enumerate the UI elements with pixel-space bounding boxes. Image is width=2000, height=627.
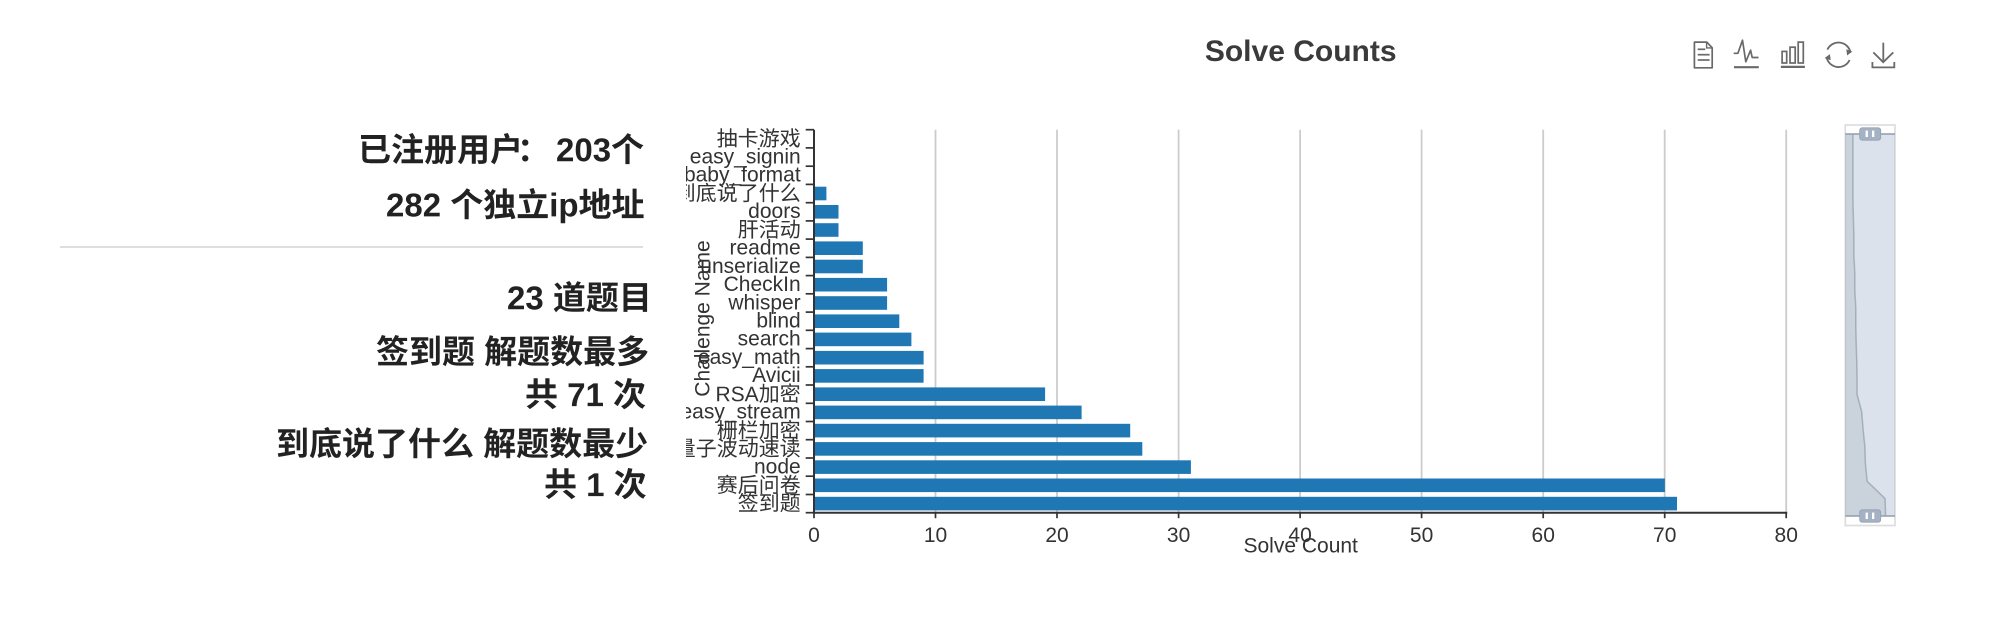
- svg-text:Avicii: Avicii: [752, 364, 801, 387]
- svg-text:Solve Counts: Solve Counts: [1205, 35, 1397, 68]
- svg-text:search: search: [738, 328, 801, 351]
- svg-text:50: 50: [1410, 524, 1433, 547]
- svg-text:0: 0: [808, 524, 820, 547]
- svg-text:70: 70: [1653, 524, 1676, 547]
- svg-text:60: 60: [1532, 524, 1555, 547]
- svg-text:easy_stream: easy_stream: [686, 401, 801, 424]
- svg-text:20: 20: [1045, 524, 1068, 547]
- svg-text:easy_math: easy_math: [698, 346, 801, 369]
- svg-text:CheckIn: CheckIn: [724, 273, 801, 296]
- svg-text:easy_signin: easy_signin: [690, 145, 801, 168]
- svg-text:80: 80: [1775, 524, 1798, 547]
- svg-text:doors: doors: [748, 200, 801, 223]
- svg-text:40: 40: [1288, 524, 1311, 547]
- svg-text:30: 30: [1167, 524, 1190, 547]
- svg-text:baby_format: baby_format: [686, 164, 801, 187]
- svg-text:blind: blind: [756, 310, 800, 333]
- svg-text:10: 10: [924, 524, 947, 547]
- svg-text:unserialize: unserialize: [700, 255, 800, 278]
- svg-text:Solve Count: Solve Count: [1243, 534, 1358, 557]
- svg-text:whisper: whisper: [727, 291, 800, 314]
- svg-text:Challenge Name: Challenge Name: [692, 240, 715, 396]
- svg-text:node: node: [754, 455, 801, 478]
- svg-text:readme: readme: [729, 237, 800, 260]
